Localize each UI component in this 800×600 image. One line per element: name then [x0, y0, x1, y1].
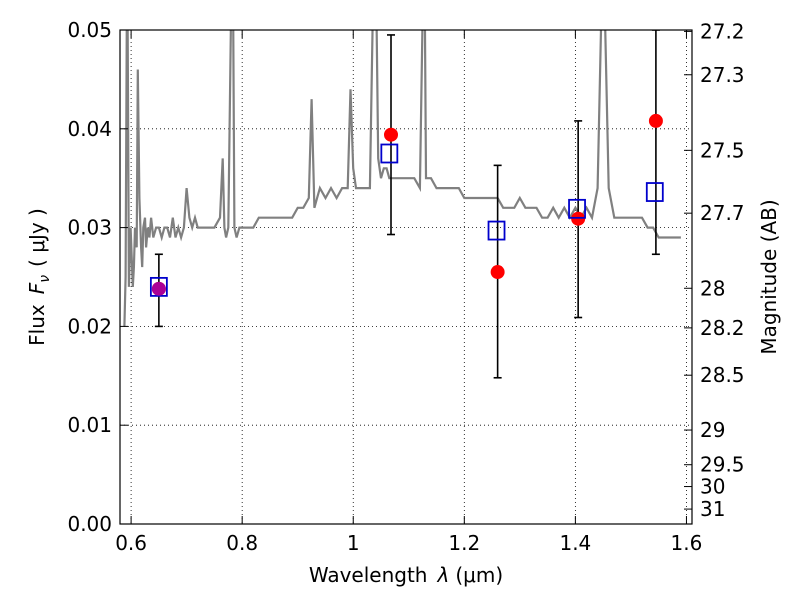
- x-tick-label: 1.6: [671, 531, 703, 555]
- y-tick-label: 0.00: [67, 512, 112, 536]
- x-tick-label: 1.4: [559, 531, 591, 555]
- y2-tick-label: 27.5: [700, 138, 745, 162]
- plot-area: [119, 29, 693, 525]
- x-tick-label: 0.8: [226, 531, 258, 555]
- plot-frame: [120, 30, 692, 524]
- y-tick-label: 0.03: [67, 216, 112, 240]
- point-circle: [490, 265, 505, 280]
- y2-tick-label: 27.3: [700, 63, 745, 87]
- y2-tick-label: 28.2: [700, 316, 745, 340]
- y2-tick-label: 30: [700, 475, 725, 499]
- plot-border: [119, 29, 693, 525]
- y2-tick-label: 28.5: [700, 363, 745, 387]
- point-circle-overlap: [151, 281, 166, 296]
- y2-tick-label: 29: [700, 418, 725, 442]
- y2-tick-label: 28: [700, 276, 725, 300]
- y2-tick-label: 31: [700, 497, 725, 521]
- y-axis-ticks: 0.00 0.01 0.02 0.03 0.04 0.05: [67, 18, 128, 536]
- x-tick-label: 0.6: [115, 531, 147, 555]
- point-circle: [648, 113, 663, 128]
- y-tick-label: 0.02: [67, 314, 112, 338]
- y2-tick-label: 29.5: [700, 453, 745, 477]
- data-points: [149, 113, 664, 297]
- x-axis-label: Wavelength λ (μm): [309, 563, 503, 587]
- spectrum-line: [123, 30, 681, 327]
- point-square: [380, 143, 399, 164]
- y2-axis-label: Magnitude (AB): [757, 199, 781, 354]
- point-square: [149, 276, 168, 297]
- point-square: [487, 220, 506, 241]
- point-circle: [384, 127, 399, 142]
- x-tick-label: 1: [347, 531, 360, 555]
- y-tick-label: 0.04: [67, 117, 112, 141]
- y-tick-label: 0.01: [67, 413, 112, 437]
- x-tick-label: 1.2: [448, 531, 480, 555]
- point-square: [645, 182, 664, 202]
- y2-tick-label: 27.2: [700, 19, 745, 43]
- y-axis-label: FluxFν( μJy ): [25, 208, 53, 346]
- point-square: [568, 198, 586, 219]
- y-tick-label: 0.05: [67, 18, 112, 42]
- y2-tick-label: 27.7: [700, 201, 745, 225]
- x-axis-ticks: 0.6 0.8 1 1.2 1.4 1.6: [115, 30, 702, 555]
